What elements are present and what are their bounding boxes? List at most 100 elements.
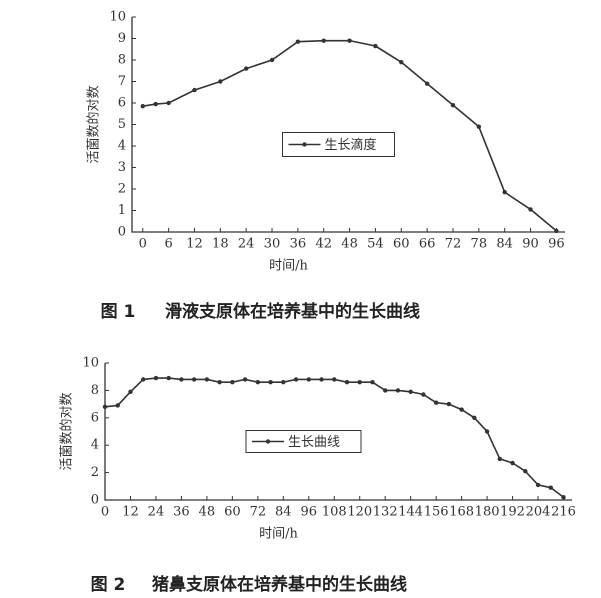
data-point bbox=[115, 403, 120, 408]
data-point bbox=[242, 377, 248, 382]
data-point bbox=[255, 379, 261, 385]
y-tick-label: 4 bbox=[118, 139, 126, 154]
legend-box bbox=[245, 430, 362, 453]
data-point bbox=[528, 207, 533, 212]
x-tick-label: 54 bbox=[367, 237, 384, 252]
x-tick-label: 84 bbox=[275, 505, 292, 520]
data-point bbox=[344, 379, 350, 385]
x-tick-label: 42 bbox=[315, 237, 332, 252]
y-tick-label: 8 bbox=[118, 53, 126, 68]
data-point bbox=[166, 375, 171, 381]
data-point bbox=[357, 379, 362, 385]
data-point bbox=[141, 377, 146, 382]
x-tick-label: 48 bbox=[341, 237, 358, 252]
x-tick-label: 108 bbox=[322, 505, 347, 520]
x-tick-label: 36 bbox=[290, 237, 307, 252]
x-tick-label: 30 bbox=[264, 237, 281, 252]
data-point bbox=[484, 429, 490, 434]
x-tick-label: 18 bbox=[212, 237, 229, 252]
legend-label: 生长曲线 bbox=[288, 435, 340, 450]
x-tick-label: 0 bbox=[139, 237, 147, 252]
data-point bbox=[295, 39, 301, 44]
x-tick-label: 156 bbox=[424, 505, 449, 520]
figure-caption: 滑液支原体在培养基中的生长曲线 bbox=[165, 301, 420, 322]
y-tick-label: 5 bbox=[118, 117, 126, 132]
data-point bbox=[548, 485, 553, 490]
data-point bbox=[268, 379, 273, 385]
x-tick-label: 84 bbox=[496, 237, 513, 252]
data-point bbox=[433, 400, 439, 405]
data-point bbox=[424, 81, 430, 86]
legend-label: 生长滴度 bbox=[325, 137, 377, 153]
data-point bbox=[306, 377, 311, 382]
x-tick-label: 180 bbox=[475, 505, 500, 520]
data-point bbox=[408, 389, 413, 394]
y-axis-label: 活菌数的对数 bbox=[86, 85, 102, 163]
x-tick-label: 120 bbox=[347, 505, 372, 520]
x-tick-label: 78 bbox=[471, 237, 488, 252]
data-point bbox=[321, 38, 326, 43]
y-axis-label: 活菌数的对数 bbox=[59, 392, 75, 470]
x-tick-label: 24 bbox=[238, 237, 255, 252]
data-point bbox=[554, 228, 559, 234]
legend-marker bbox=[302, 142, 307, 147]
x-tick-label: 6 bbox=[164, 237, 172, 252]
data-point bbox=[191, 377, 197, 382]
x-tick-label: 90 bbox=[522, 237, 539, 252]
data-point bbox=[269, 57, 275, 63]
data-point bbox=[459, 407, 464, 412]
data-point bbox=[399, 59, 404, 65]
data-point bbox=[370, 379, 375, 385]
y-tick-label: 6 bbox=[91, 410, 99, 425]
y-tick-label: 1 bbox=[118, 203, 126, 218]
x-axis-label: 时间/h bbox=[259, 527, 298, 542]
x-tick-label: 24 bbox=[148, 505, 165, 520]
data-point bbox=[446, 401, 452, 407]
x-tick-label: 66 bbox=[419, 237, 436, 252]
data-line bbox=[142, 39, 557, 232]
x-tick-label: 204 bbox=[526, 505, 551, 520]
x-tick-label: 60 bbox=[224, 505, 241, 520]
x-tick-label: 12 bbox=[122, 505, 139, 520]
data-point bbox=[383, 388, 388, 393]
y-tick-label: 7 bbox=[118, 74, 126, 89]
data-point bbox=[476, 124, 482, 129]
x-tick-label: 168 bbox=[449, 505, 474, 520]
data-point bbox=[140, 104, 145, 109]
data-point bbox=[128, 389, 133, 394]
data-point bbox=[395, 388, 401, 393]
data-point bbox=[561, 495, 566, 500]
y-tick-label: 8 bbox=[91, 383, 99, 398]
data-point bbox=[319, 377, 324, 382]
data-point bbox=[153, 101, 158, 107]
y-tick-label: 0 bbox=[91, 493, 99, 508]
data-point bbox=[218, 79, 223, 84]
data-point bbox=[192, 87, 197, 93]
x-tick-label: 192 bbox=[500, 505, 525, 520]
x-tick-label: 216 bbox=[551, 505, 576, 520]
data-point bbox=[102, 404, 108, 410]
x-tick-label: 132 bbox=[373, 505, 398, 520]
data-point bbox=[230, 379, 235, 385]
data-point bbox=[421, 392, 426, 397]
x-tick-label: 144 bbox=[398, 505, 423, 520]
y-tick-label: 0 bbox=[118, 225, 126, 240]
x-tick-label: 72 bbox=[445, 237, 462, 252]
x-tick-label: 96 bbox=[301, 505, 318, 520]
data-point bbox=[472, 415, 477, 420]
x-tick-label: 96 bbox=[548, 237, 565, 252]
y-tick-label: 10 bbox=[109, 10, 126, 25]
x-tick-label: 36 bbox=[173, 505, 190, 520]
axes bbox=[131, 17, 565, 233]
y-tick-label: 9 bbox=[118, 31, 126, 46]
legend-marker bbox=[265, 439, 271, 444]
y-tick-label: 10 bbox=[82, 356, 99, 371]
data-point bbox=[204, 377, 210, 382]
data-point bbox=[179, 377, 184, 382]
x-tick-label: 12 bbox=[186, 237, 203, 252]
x-axis-label: 时间/h bbox=[269, 259, 308, 274]
x-tick-label: 72 bbox=[250, 505, 267, 520]
data-point bbox=[523, 469, 528, 474]
data-point bbox=[497, 456, 503, 462]
